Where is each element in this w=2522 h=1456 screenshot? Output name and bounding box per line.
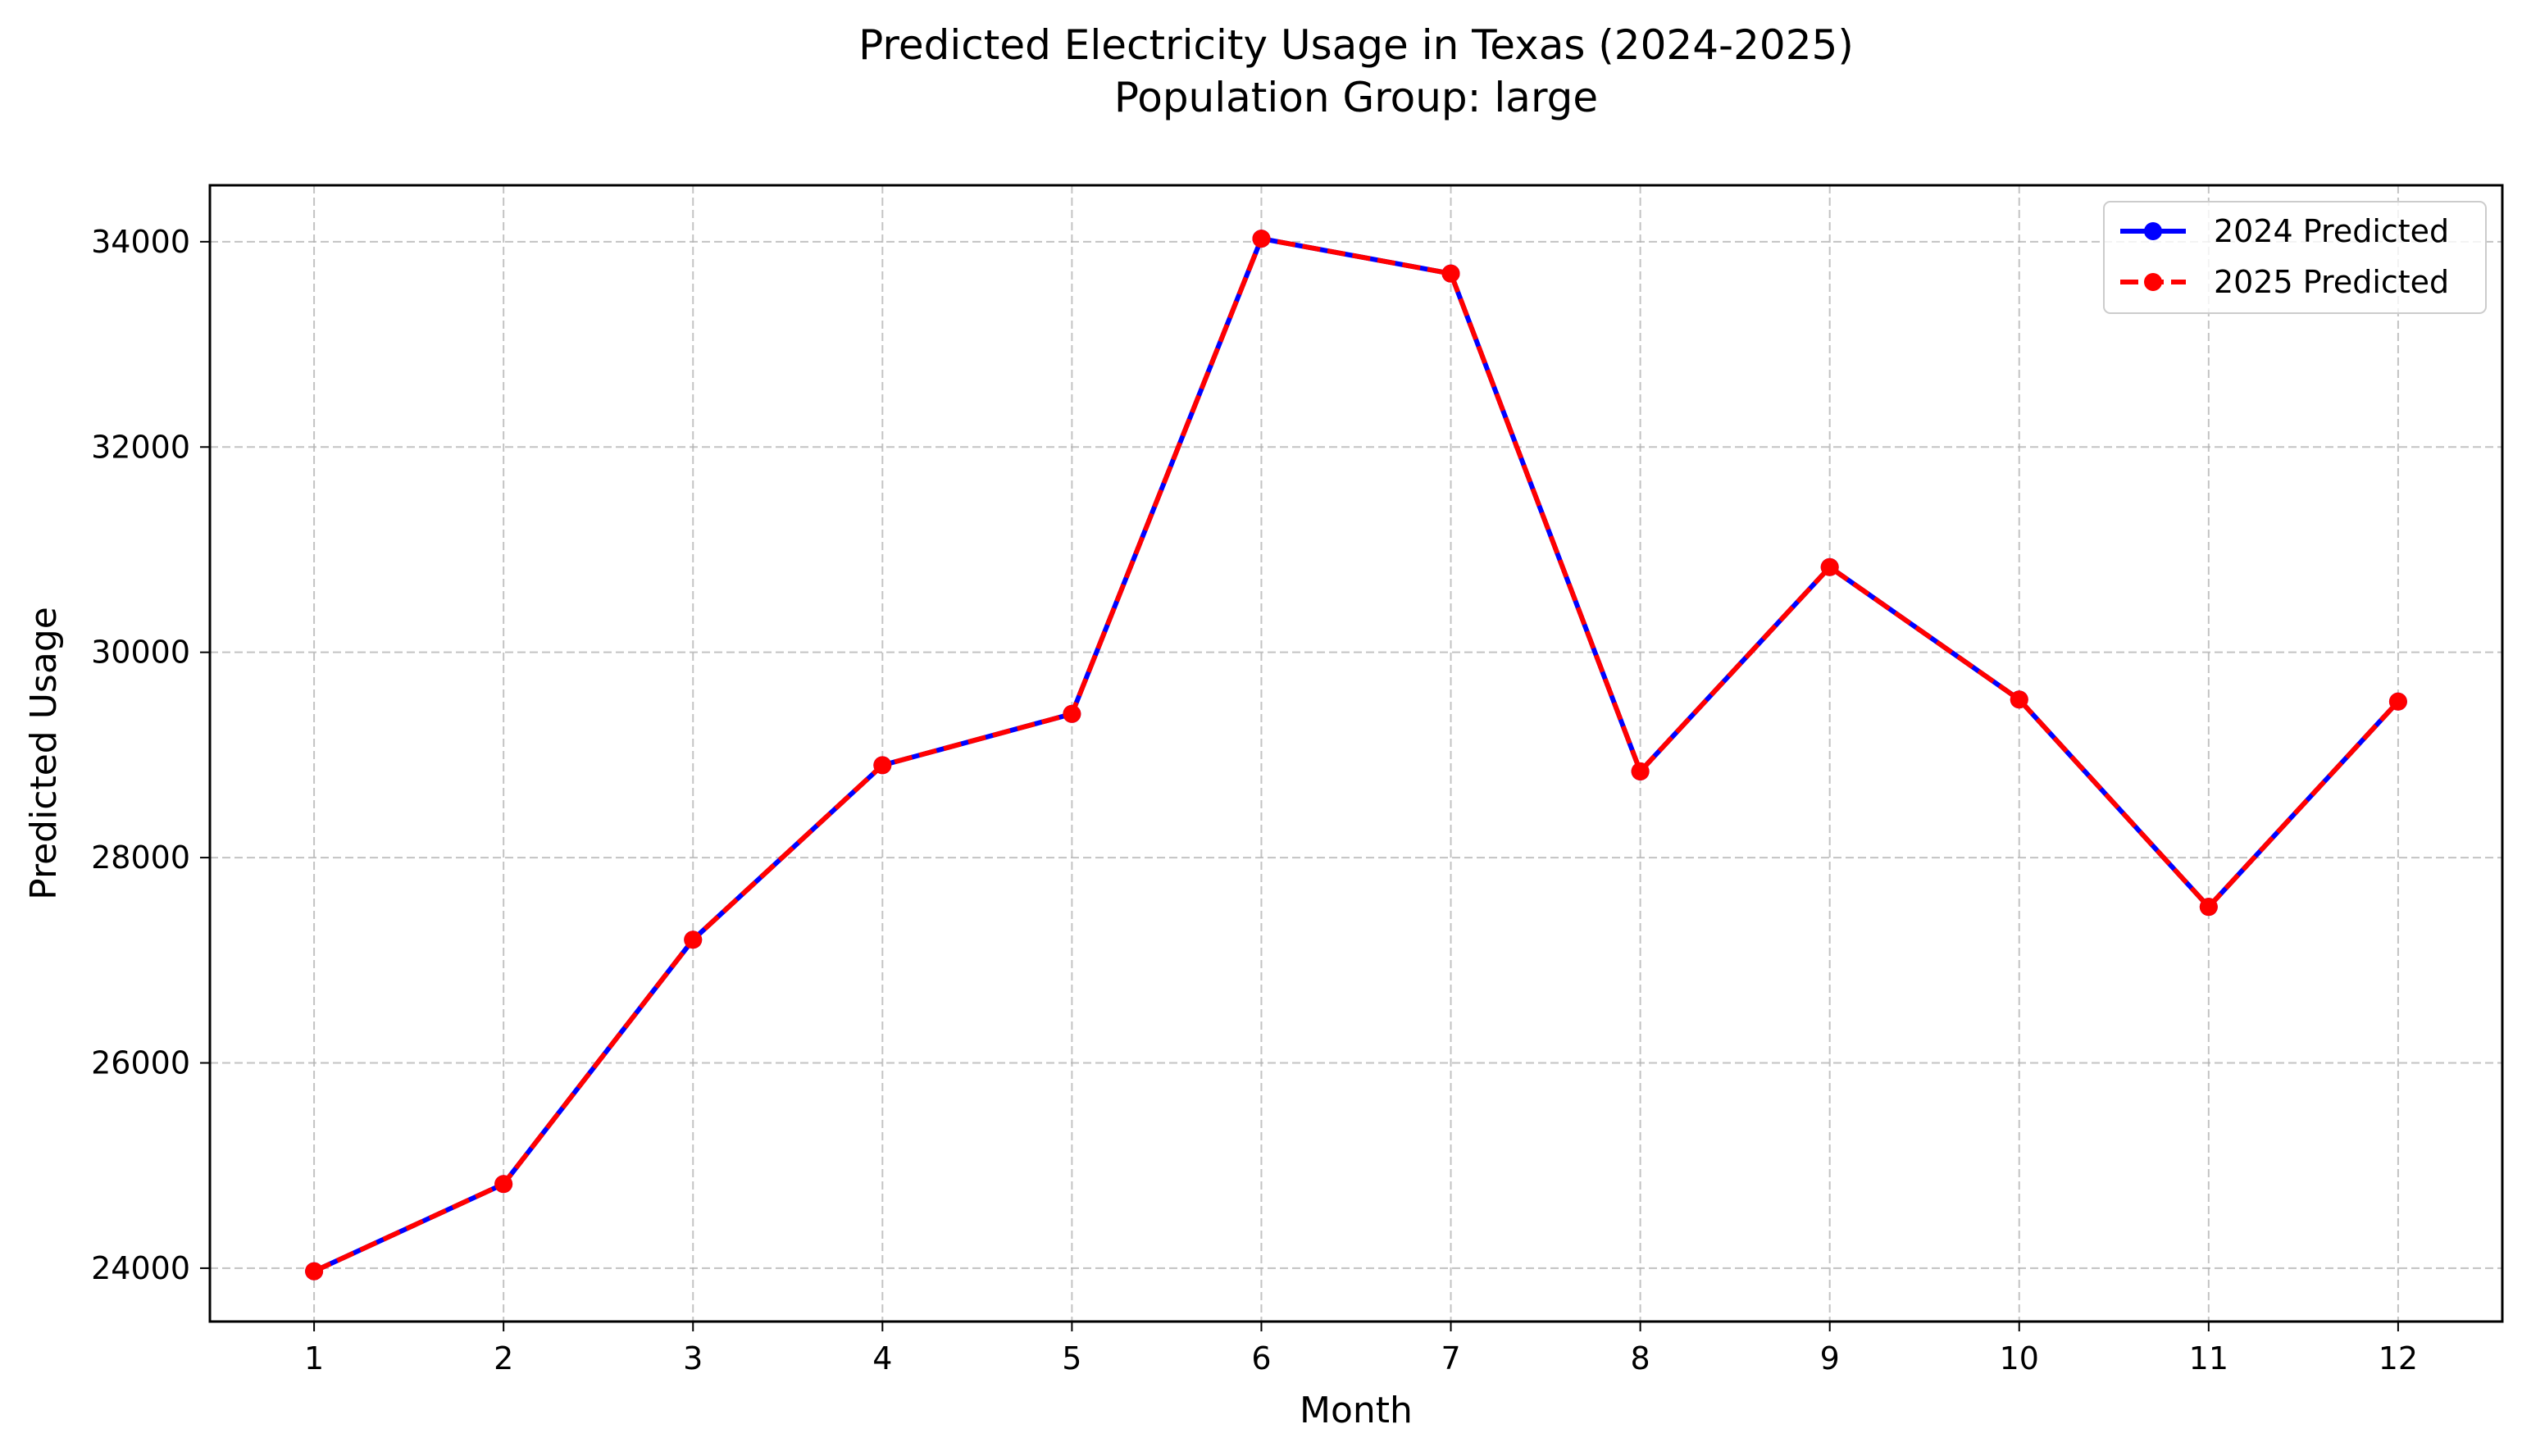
x-tick-label: 4: [872, 1340, 892, 1376]
data-point-1: [1441, 264, 1460, 283]
y-tick-label: 24000: [91, 1250, 190, 1286]
x-tick-label: 8: [1631, 1340, 1650, 1376]
x-tick-label: 7: [1441, 1340, 1460, 1376]
x-tick-label: 2: [494, 1340, 513, 1376]
legend: 2024 Predicted 2025 Predicted: [2103, 201, 2487, 314]
x-tick-label: 10: [2000, 1340, 2039, 1376]
data-point-1: [1631, 762, 1650, 780]
series-layer: [305, 230, 2407, 1281]
x-tick-label: 6: [1251, 1340, 1271, 1376]
y-tick-label: 34000: [91, 224, 190, 260]
x-tick-label: 5: [1062, 1340, 1081, 1376]
data-point-1: [873, 756, 892, 775]
plot-area-frame: [208, 184, 2504, 1323]
legend-label: 2025 Predicted: [2214, 264, 2449, 300]
data-point-1: [1820, 557, 1839, 576]
y-tick-label: 26000: [91, 1044, 190, 1081]
y-tick-label: 32000: [91, 429, 190, 465]
data-point-1: [2010, 690, 2028, 709]
y-axis: 24000 26000 28000 30000 32000 34000: [91, 224, 210, 1286]
data-point-1: [1252, 230, 1271, 248]
x-tick-label: 9: [1820, 1340, 1840, 1376]
x-tick-label: 3: [683, 1340, 703, 1376]
data-point-1: [2199, 898, 2218, 917]
legend-marker-1: [2144, 273, 2162, 291]
data-point-1: [305, 1262, 324, 1281]
x-axis-label: Month: [1300, 1390, 1413, 1431]
chart-title: Predicted Electricity Usage in Texas (20…: [858, 21, 1854, 69]
legend-box: [2103, 201, 2487, 314]
data-point-1: [494, 1175, 513, 1194]
y-axis-label: Predicted Usage: [23, 607, 65, 900]
data-point-1: [1063, 704, 1081, 723]
grid-lines: [210, 185, 2502, 1322]
x-tick-label: 12: [2379, 1340, 2418, 1376]
y-tick-label: 30000: [91, 635, 190, 671]
legend-label: 2024 Predicted: [2214, 213, 2449, 249]
y-tick-label: 28000: [91, 839, 190, 876]
x-axis: 1 2 3 4 5 6 7 8 9 10 11 12: [304, 1322, 2418, 1376]
chart-subtitle: Population Group: large: [1114, 74, 1598, 121]
series-line-1: [312, 236, 2401, 1274]
data-point-1: [684, 930, 703, 949]
data-point-1: [2388, 692, 2407, 711]
legend-marker-0: [2144, 222, 2162, 240]
x-tick-label: 11: [2189, 1340, 2228, 1376]
x-tick-label: 1: [304, 1340, 324, 1376]
